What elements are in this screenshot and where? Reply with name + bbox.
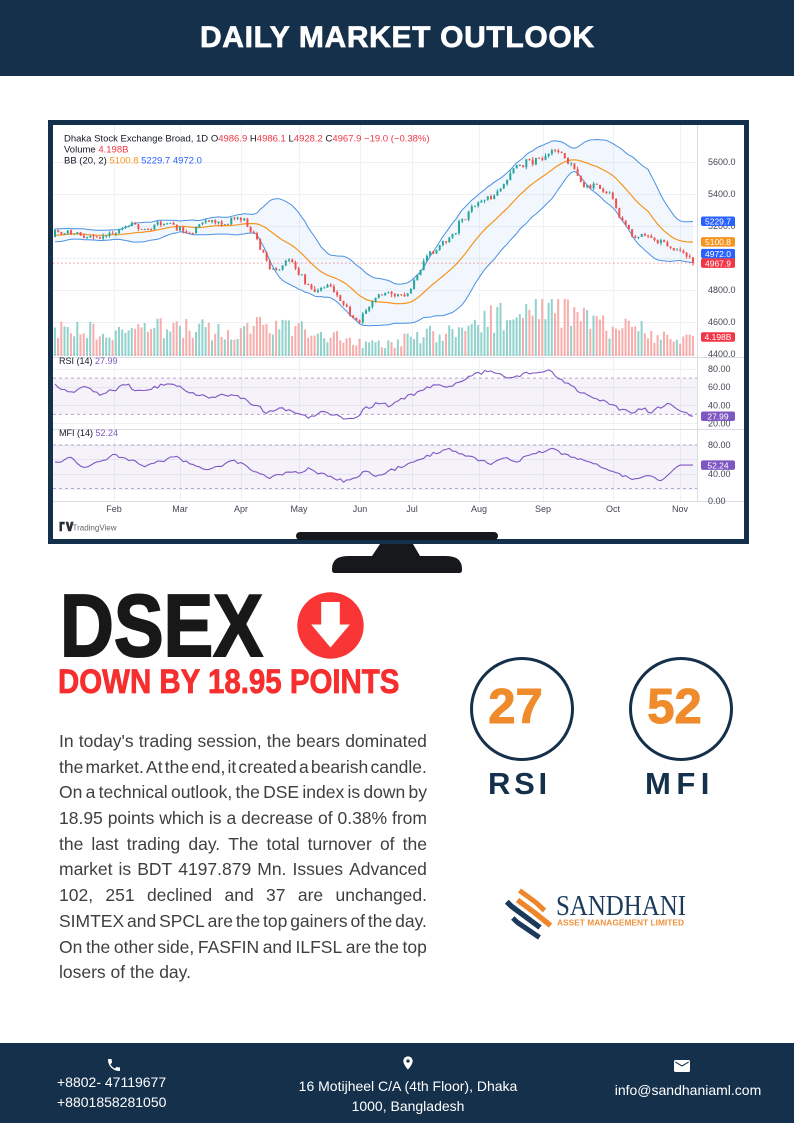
svg-text:Nov: Nov (672, 504, 689, 514)
svg-text:0.00: 0.00 (708, 496, 726, 506)
svg-text:MFI (14) 52.24: MFI (14) 52.24 (59, 428, 118, 438)
svg-text:Jul: Jul (406, 504, 418, 514)
svg-text:May: May (290, 504, 308, 514)
svg-text:BB (20, 2) 5100.8 5229.7 4972.: BB (20, 2) 5100.8 5229.7 4972.0 (64, 156, 202, 167)
svg-text:4400.0: 4400.0 (708, 349, 736, 359)
svg-text:60.00: 60.00 (708, 382, 731, 392)
svg-text:4967.9: 4967.9 (705, 258, 731, 268)
svg-text:5600.0: 5600.0 (708, 157, 736, 167)
svg-text:ASSET MANAGEMENT LIMITED: ASSET MANAGEMENT LIMITED (557, 919, 684, 928)
svg-text:80.00: 80.00 (708, 440, 731, 450)
svg-text:40.00: 40.00 (708, 469, 731, 479)
svg-text:5400.0: 5400.0 (708, 189, 736, 199)
svg-text:Apr: Apr (234, 504, 248, 514)
svg-text:5229.7: 5229.7 (705, 216, 731, 226)
svg-text:Mar: Mar (172, 504, 188, 514)
svg-text:52.24: 52.24 (707, 460, 729, 470)
svg-text:TradingView: TradingView (73, 524, 117, 533)
svg-text:20.00: 20.00 (708, 419, 731, 429)
svg-text:Oct: Oct (606, 504, 621, 514)
svg-text:40.00: 40.00 (708, 400, 731, 410)
svg-text:Jun: Jun (353, 504, 368, 514)
svg-text:4800.0: 4800.0 (708, 285, 736, 295)
svg-text:SANDHANI: SANDHANI (556, 891, 686, 922)
svg-text:Sep: Sep (535, 504, 551, 514)
svg-text:4.198B: 4.198B (705, 332, 732, 342)
svg-text:Aug: Aug (471, 504, 487, 514)
svg-text:27.99: 27.99 (707, 411, 729, 421)
svg-text:80.00: 80.00 (708, 364, 731, 374)
svg-text:Volume 4.198B: Volume 4.198B (64, 145, 128, 156)
svg-text:RSI (14) 27.99: RSI (14) 27.99 (59, 356, 118, 366)
svg-text:4600.0: 4600.0 (708, 317, 736, 327)
svg-text:Feb: Feb (106, 504, 122, 514)
svg-text:4972.0: 4972.0 (705, 249, 731, 259)
svg-text:5100.8: 5100.8 (705, 237, 731, 247)
svg-text:Dhaka Stock Exchange Broad, 1D: Dhaka Stock Exchange Broad, 1D O4986.9 H… (64, 134, 430, 145)
